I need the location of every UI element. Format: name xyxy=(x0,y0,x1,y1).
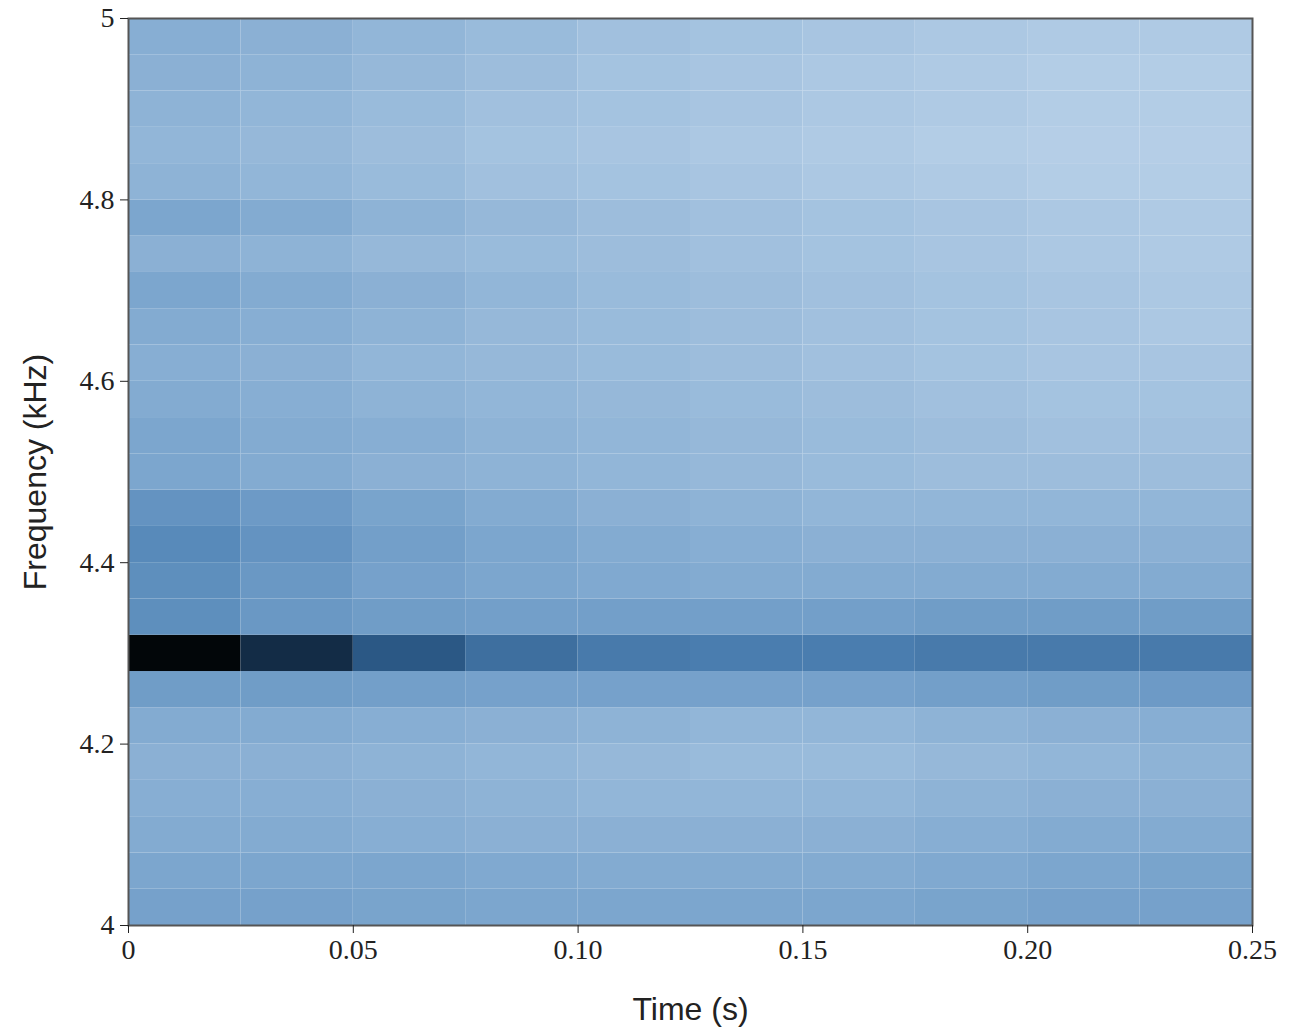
svg-text:4.4: 4.4 xyxy=(80,547,115,578)
svg-text:0.10: 0.10 xyxy=(554,934,603,965)
svg-text:0.25: 0.25 xyxy=(1228,934,1277,965)
svg-text:0.15: 0.15 xyxy=(778,934,827,965)
svg-text:0: 0 xyxy=(122,934,136,965)
svg-text:0.05: 0.05 xyxy=(329,934,378,965)
svg-text:4.6: 4.6 xyxy=(80,365,115,396)
svg-text:4: 4 xyxy=(101,909,115,940)
svg-text:5: 5 xyxy=(101,2,115,33)
svg-text:0.20: 0.20 xyxy=(1003,934,1052,965)
svg-text:4.8: 4.8 xyxy=(80,184,115,215)
svg-text:Frequency (kHz): Frequency (kHz) xyxy=(17,354,53,591)
svg-text:4.2: 4.2 xyxy=(80,728,115,759)
svg-text:Time (s): Time (s) xyxy=(632,991,748,1027)
